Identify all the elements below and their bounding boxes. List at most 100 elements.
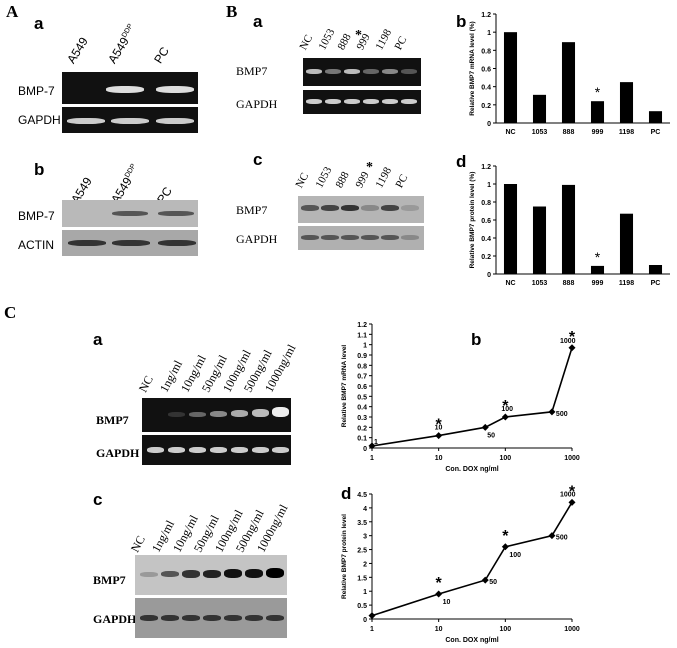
row-label-gapdh: GAPDH: [236, 232, 278, 246]
data-label-3: 100: [509, 552, 521, 559]
data-point-3: [501, 543, 509, 551]
x-tick-label-0: 1: [370, 455, 374, 462]
y-axis-label: Relative BMP7 protein level (%): [469, 172, 476, 269]
x-tick-label-0: 1: [370, 626, 374, 633]
data-point-5: [568, 344, 576, 352]
y-tick-label-1: 0.1: [357, 436, 367, 443]
bar-888: [561, 42, 576, 123]
lane-label-ba-0: NC: [297, 32, 316, 52]
blot-image-gapdh: [135, 598, 287, 638]
x-tick-label-3: 1000: [564, 455, 580, 462]
y-tick-label-7: 3.5: [357, 520, 367, 527]
x-tick-label-1: 1053: [532, 280, 548, 287]
data-point-5: [568, 498, 576, 506]
lane-label-cc-0: NC: [127, 533, 148, 555]
y-tick-label-6: 3: [363, 534, 367, 541]
y-tick-label-2: 1: [363, 589, 367, 596]
blot-image-bmp7: [62, 200, 198, 227]
y-tick-label-4: 2: [363, 561, 367, 568]
data-point-4: [548, 532, 556, 540]
lane-label-bc-0: NC: [293, 170, 312, 190]
x-tick-label-1: 10: [435, 626, 443, 633]
y-tick-label-0: 0: [363, 617, 367, 624]
y-tick-label-7: 0.7: [357, 374, 367, 381]
y-tick-label-9: 4.5: [357, 492, 367, 499]
row-label-bmp7: BMP7: [236, 203, 268, 217]
row-label-bmp7: BMP-7: [18, 84, 55, 98]
panel-A-b-letter: b: [34, 160, 45, 179]
blot-image-actin: [62, 230, 198, 256]
bar-PC: [648, 111, 663, 123]
lane-label-ba-5: PC: [392, 34, 410, 52]
chart-C-b: 0 0.1 0.2 0.3 0.4 0.5 0.6 0.7 0.8 0.9 1 1.1 1.2 1 10 10…: [341, 322, 580, 473]
y-tick-label-6: 1.2: [481, 12, 491, 19]
y-tick-label-1: 0.5: [357, 603, 367, 610]
bar-1198: [619, 82, 634, 123]
star-marker-3: *: [502, 398, 509, 415]
y-tick-label-12: 1.2: [357, 322, 367, 329]
gel-image-bmp7: [303, 58, 421, 86]
x-tick-label-4: 1198: [619, 129, 634, 136]
panel-A-a-letter: a: [34, 14, 44, 33]
data-label-2: 50: [489, 579, 497, 586]
panel-C-d-letter: d: [341, 484, 352, 503]
y-tick-label-4: 0.4: [357, 405, 367, 412]
row-label-bmp7: BMP7: [96, 413, 129, 427]
bar-PC: [648, 265, 663, 274]
y-tick-label-5: 0.5: [357, 394, 367, 401]
gel-image-bmp7: [62, 72, 198, 104]
row-label-gapdh: GAPDH: [18, 113, 61, 127]
lane-label-bc-1: 1053: [313, 164, 335, 190]
x-tick-label-2: 888: [563, 280, 575, 287]
x-tick-label-4: 1198: [619, 280, 634, 287]
data-label-4: 500: [556, 535, 568, 542]
star-marker-1: *: [436, 417, 443, 434]
data-label-5: 1000: [560, 338, 576, 345]
lane-label-ba-1: 1053: [316, 26, 338, 52]
y-tick-label-5: 1: [487, 182, 491, 189]
panel-C-b-letter: b: [471, 330, 482, 349]
x-tick-label-2: 100: [499, 455, 511, 462]
chart-C-d: 0 0.5 1 1.5 2 2.5 3 3.5 4 4.5 1 10 100 1000 Con. DOX n…: [341, 484, 580, 644]
data-point-1: [435, 432, 443, 440]
data-point-3: [501, 413, 509, 421]
x-tick-label-1: 1053: [532, 129, 548, 136]
panel-B-d-letter: d: [456, 152, 467, 171]
star-marker-5: *: [569, 484, 576, 500]
series-line: [371, 501, 573, 617]
x-tick-label-0: NC: [505, 280, 515, 287]
bar-999: [590, 101, 605, 123]
panel-C-a-letter: a: [93, 330, 103, 349]
gel-image-bmp7: [142, 398, 291, 432]
y-tick-label-2: 0.2: [357, 425, 367, 432]
y-tick-label-8: 0.8: [357, 363, 367, 370]
star-marker-5: *: [569, 329, 576, 346]
data-label-5: 1000: [560, 491, 576, 498]
star-999-a: *: [355, 28, 362, 43]
lane-label-ca-0: NC: [135, 373, 156, 395]
panel-B-a-letter: a: [253, 12, 263, 31]
data-label-0: 1: [374, 439, 378, 446]
y-tick-label-6: 1.2: [481, 164, 491, 171]
panel-B-c-letter: c: [253, 150, 263, 169]
x-tick-label-2: 888: [563, 129, 575, 136]
x-tick-label-3: 1000: [564, 626, 580, 633]
y-tick-label-10: 1: [363, 343, 367, 350]
lane-label-ba-4: 1198: [373, 27, 395, 52]
panel-letter-C: C: [4, 303, 17, 322]
lane-label-bc-4: 1198: [373, 165, 395, 190]
x-axis-label: Con. DOX ng/ml: [445, 637, 498, 644]
bar-888: [561, 184, 576, 274]
y-tick-label-6: 0.6: [357, 384, 367, 391]
y-axis-label: Relative BMP7 mRNA level (%): [469, 21, 476, 115]
data-point-2: [481, 423, 489, 431]
panel-C-c-letter: c: [93, 490, 103, 509]
x-tick-label-2: 100: [499, 626, 511, 633]
panel-letter-A: A: [6, 2, 19, 21]
x-axis-label: Con. DOX ng/ml: [445, 466, 498, 473]
gel-image-gapdh: [142, 435, 291, 465]
y-tick-label-1: 0.2: [481, 254, 491, 261]
lane-label-a549: A549: [64, 34, 91, 66]
row-label-gapdh: GAPDH: [96, 446, 140, 460]
lane-label-pc: PC: [151, 44, 172, 66]
